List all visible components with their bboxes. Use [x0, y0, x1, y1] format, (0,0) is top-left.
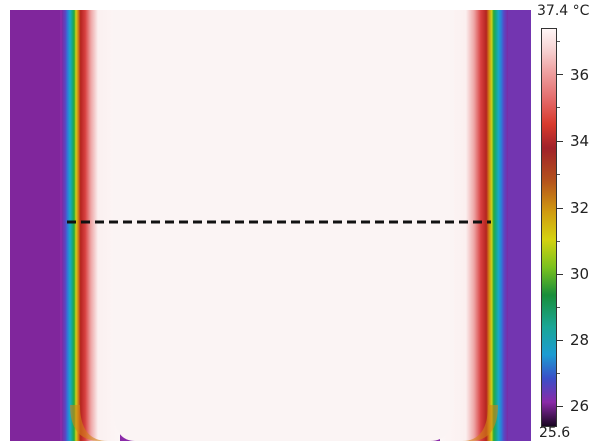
- scale-max-label: 37.4 °C: [537, 3, 590, 19]
- scale-label-32: 32: [570, 199, 590, 217]
- scale-tick: [557, 340, 563, 341]
- scale-minor-tick: [557, 41, 560, 42]
- scale-label-30: 30: [570, 265, 590, 283]
- scale-label-26: 26: [570, 397, 590, 415]
- scale-label-36: 36: [570, 66, 590, 84]
- scale-min-label: 25.6: [539, 425, 571, 441]
- color-scale-bar: [541, 28, 557, 427]
- scale-tick: [557, 274, 563, 275]
- scale-tick: [557, 74, 563, 75]
- scale-tick: [557, 208, 563, 209]
- scale-minor-tick: [557, 174, 560, 175]
- scale-tick: [557, 141, 563, 142]
- scale-label-34: 34: [570, 132, 590, 150]
- scale-minor-tick: [557, 241, 560, 242]
- scale-minor-tick: [557, 107, 560, 108]
- scale-minor-tick: [557, 373, 560, 374]
- scale-label-28: 28: [570, 331, 590, 349]
- right-edge-band: [440, 10, 508, 441]
- left-edge-band: [62, 10, 120, 441]
- scale-minor-tick: [557, 307, 560, 308]
- scale-tick: [557, 406, 563, 407]
- hot-center-region: [113, 10, 454, 441]
- thermal-image: [10, 10, 531, 441]
